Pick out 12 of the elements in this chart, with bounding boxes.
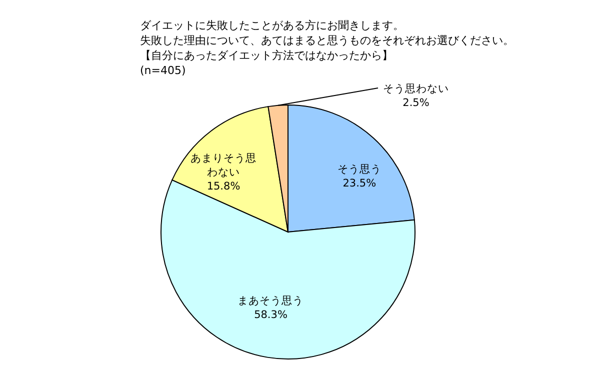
slice-label: そう思う — [337, 164, 382, 176]
data-label: 23.5% — [342, 178, 376, 190]
text: (n=405) — [140, 64, 186, 77]
data-label: 2.5% — [402, 97, 430, 109]
text: 【自分にあったダイエット方法ではなかったから】 — [140, 49, 393, 62]
slice-label: あまりそう思わない — [190, 152, 256, 178]
slice-label: まあそう思う — [238, 295, 304, 308]
slice-label: そう思わない — [383, 83, 449, 95]
chart-subtitle: 失敗した理由について、あてはまると思うものをそれぞれお選びください。 — [140, 34, 514, 47]
chart-title: ダイエットに失敗したことがある方にお聞きします。 — [140, 19, 404, 32]
data-label: 58.3% — [254, 309, 288, 322]
data-label: 15.8% — [206, 180, 240, 192]
